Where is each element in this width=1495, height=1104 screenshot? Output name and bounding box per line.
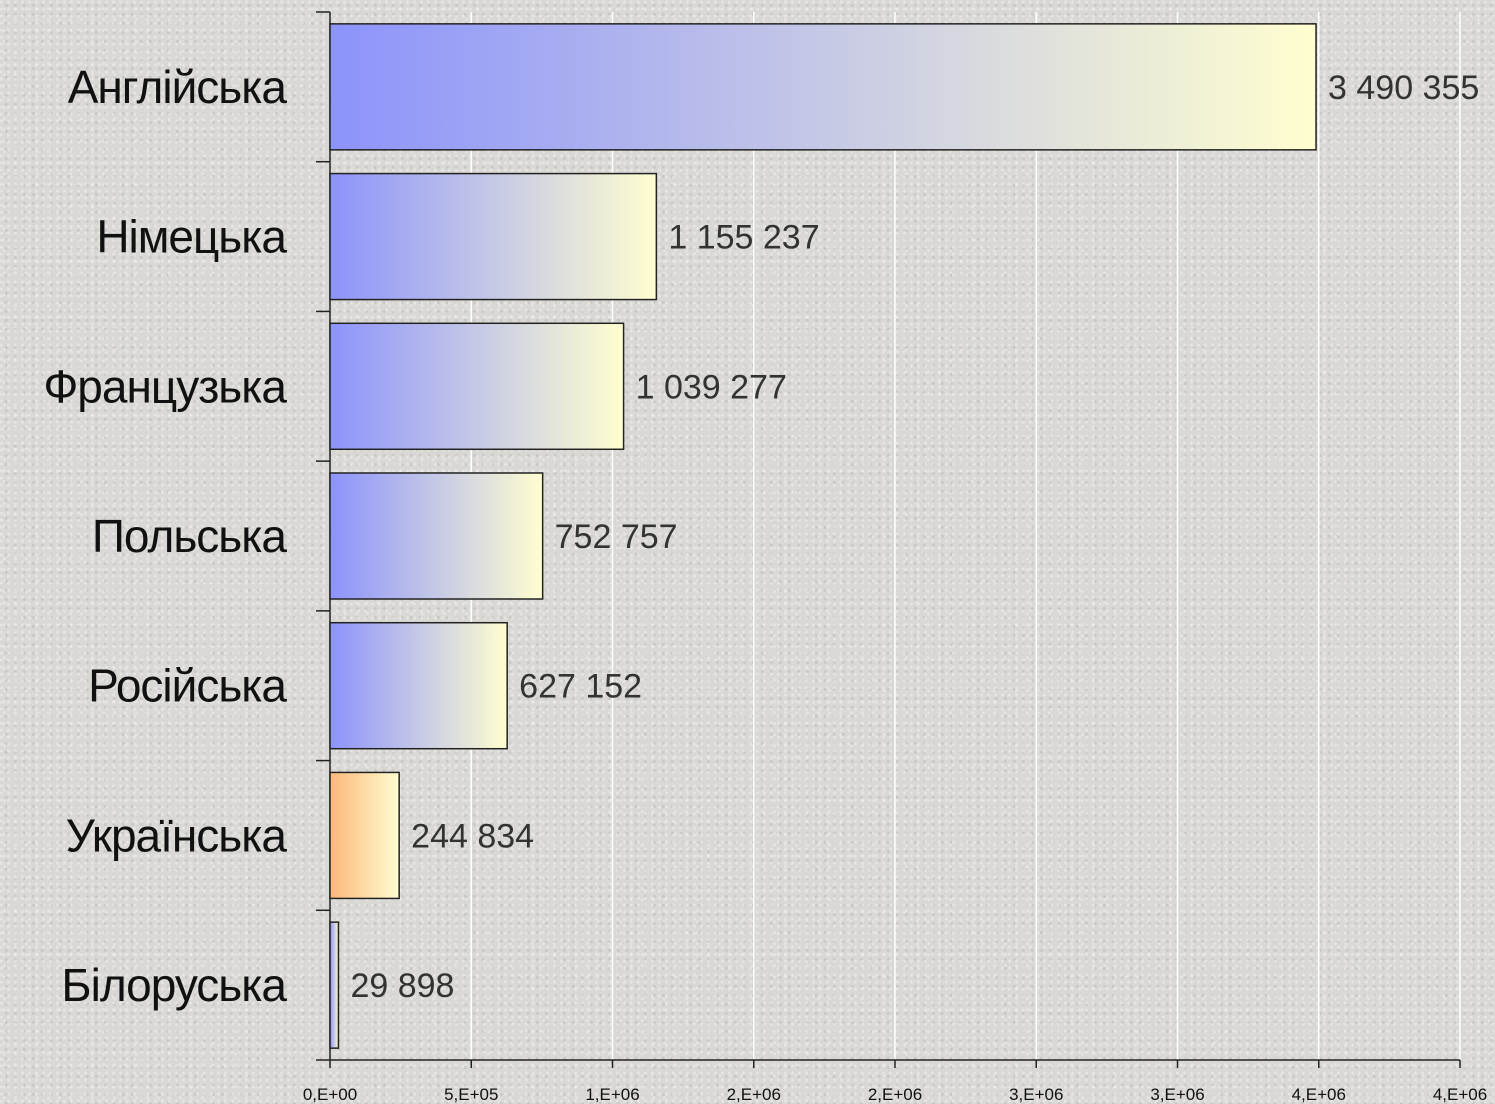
- x-tick-label: 2,E+06: [727, 1085, 781, 1104]
- category-label: Французька: [43, 360, 287, 412]
- x-tick-label: 2,E+06: [868, 1085, 922, 1104]
- x-tick-label: 4,E+06: [1292, 1085, 1346, 1104]
- category-label: Німецька: [96, 211, 287, 263]
- bar: [329, 921, 340, 1049]
- value-label: 1 039 277: [636, 368, 787, 406]
- x-tick-label: 4,E+06: [1433, 1085, 1487, 1104]
- category-label: Українська: [66, 809, 288, 861]
- value-label: 29 898: [350, 967, 454, 1005]
- x-tick-label: 0,E+00: [303, 1085, 357, 1104]
- x-tick-label: 1,E+06: [585, 1085, 639, 1104]
- category-label: Польська: [92, 510, 288, 562]
- value-label: 3 490 355: [1328, 69, 1479, 107]
- value-label: 244 834: [411, 817, 534, 855]
- value-label: 752 757: [555, 518, 678, 556]
- value-label: 1 155 237: [668, 219, 819, 257]
- value-label: 627 152: [519, 668, 642, 706]
- bars: [329, 23, 1317, 1049]
- category-label: Англійська: [68, 61, 288, 113]
- x-tick-label: 5,E+05: [444, 1085, 498, 1104]
- x-tick-label: 3,E+06: [1009, 1085, 1063, 1104]
- bar: [329, 621, 508, 750]
- bar: [329, 172, 658, 301]
- x-tick-label: 3,E+06: [1150, 1085, 1204, 1104]
- bar: [329, 322, 625, 451]
- bar: [329, 771, 400, 900]
- labels: 0,E+00 5,E+05 1,E+06 2,E+06 2,E+06 3,E+06 3,E+…: [43, 61, 1487, 1104]
- bar: [329, 23, 1317, 151]
- bar: [329, 472, 544, 600]
- category-label: Російська: [88, 660, 287, 712]
- category-label: Білоруська: [61, 959, 287, 1011]
